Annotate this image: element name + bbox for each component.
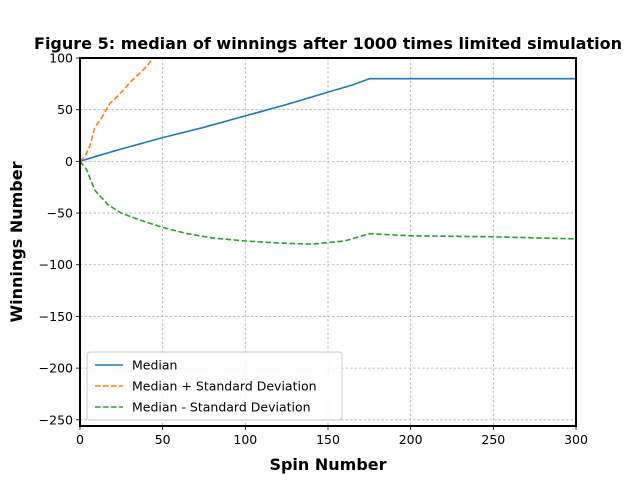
x-tick-label: 50 bbox=[155, 432, 171, 447]
series-line bbox=[80, 58, 154, 162]
x-tick-label: 150 bbox=[316, 432, 340, 447]
chart-title: Figure 5: median of winnings after 1000 … bbox=[34, 34, 622, 53]
y-tick-label: −50 bbox=[47, 206, 73, 221]
y-tick-label: −100 bbox=[39, 257, 73, 272]
legend-label: Median bbox=[132, 358, 177, 373]
y-tick-label: 100 bbox=[49, 51, 73, 66]
legend-box bbox=[86, 351, 343, 421]
y-tick-label: 0 bbox=[65, 154, 73, 169]
plot-area bbox=[80, 58, 576, 245]
axis-ticks: 0 50 100 150 200 250 300 −250 −200 −150 −100 −50 0 50… bbox=[39, 51, 588, 448]
legend-label: Median + Standard Deviation bbox=[132, 379, 317, 394]
y-tick-label: −200 bbox=[39, 361, 73, 376]
y-tick-label: 50 bbox=[57, 102, 73, 117]
y-axis-title: Winnings Number bbox=[7, 161, 26, 322]
x-tick-label: 250 bbox=[481, 432, 505, 447]
legend-label: Median - Standard Deviation bbox=[132, 400, 311, 415]
series-line bbox=[80, 77, 576, 163]
x-axis-title: Spin Number bbox=[269, 455, 386, 474]
series-line bbox=[80, 160, 576, 245]
x-tick-label: 300 bbox=[564, 432, 588, 447]
y-tick-label: −250 bbox=[39, 412, 73, 427]
y-tick-label: −150 bbox=[39, 309, 73, 324]
x-tick-label: 200 bbox=[399, 432, 423, 447]
legend: Median Median + Standard Deviation Median … bbox=[86, 351, 343, 421]
x-tick-label: 0 bbox=[76, 432, 84, 447]
x-tick-label: 100 bbox=[233, 432, 257, 447]
